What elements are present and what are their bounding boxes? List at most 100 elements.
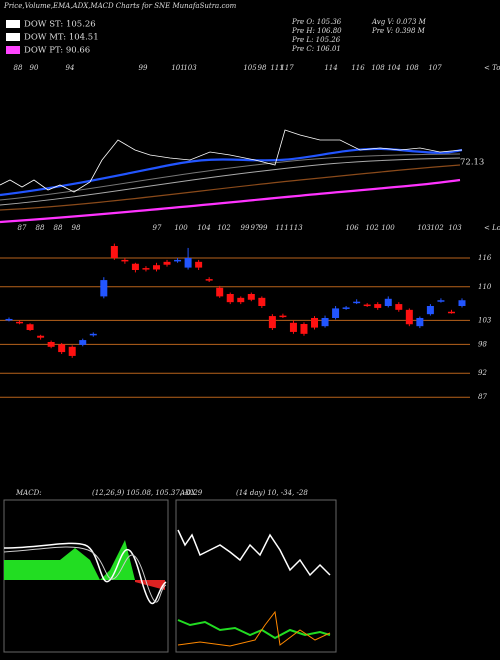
stat-label: Pre L: 105.26 bbox=[291, 36, 341, 44]
low-label: 99 bbox=[259, 224, 268, 232]
top-label: 94 bbox=[66, 64, 75, 72]
candle-body bbox=[68, 346, 76, 356]
lows-label: < Lows bbox=[484, 224, 500, 232]
low-label: 102 bbox=[217, 224, 231, 232]
top-label: 117 bbox=[280, 64, 294, 72]
legend-swatch bbox=[6, 46, 20, 54]
candle-body bbox=[321, 318, 329, 327]
candle-body bbox=[384, 298, 392, 306]
candle-body bbox=[5, 318, 13, 321]
low-label: 113 bbox=[289, 224, 303, 232]
chart-title: Price,Volume,EMA,ADX,MACD Charts for SNE… bbox=[3, 2, 237, 10]
top-label: 108 bbox=[371, 64, 385, 72]
candle-body bbox=[195, 261, 203, 268]
macd-histogram bbox=[4, 540, 135, 580]
macd-params: (12,26,9) 105.08, 105.37, -0.29 bbox=[92, 489, 203, 497]
top-label: 90 bbox=[30, 64, 39, 72]
y-tick-label: 98 bbox=[478, 340, 487, 348]
low-label: 111 bbox=[275, 224, 288, 232]
y-tick-label: 103 bbox=[478, 316, 492, 324]
candle-body bbox=[353, 301, 361, 304]
candle-body bbox=[237, 297, 245, 303]
candle-body bbox=[152, 265, 160, 270]
legend-swatch bbox=[6, 33, 20, 41]
candle-body bbox=[437, 300, 445, 302]
candle-body bbox=[426, 306, 434, 315]
candle-body bbox=[258, 297, 266, 306]
top-label: 103 bbox=[183, 64, 197, 72]
top-label: 104 bbox=[387, 64, 400, 72]
candle-body bbox=[268, 316, 276, 329]
candle-body bbox=[289, 322, 297, 332]
candle-body bbox=[247, 294, 255, 300]
candle-body bbox=[110, 246, 118, 258]
adx-label: ADX bbox=[179, 489, 197, 497]
minus-di-line bbox=[177, 610, 331, 647]
candle-body bbox=[226, 294, 234, 303]
low-label: 103 bbox=[448, 224, 462, 232]
candle-body bbox=[405, 309, 413, 325]
y-tick-label: 87 bbox=[478, 393, 487, 401]
y-tick-label: 110 bbox=[478, 283, 492, 291]
adx-panel bbox=[175, 499, 337, 653]
candle-body bbox=[37, 335, 45, 338]
top-label: 111 bbox=[270, 64, 283, 72]
ema-lines bbox=[0, 129, 463, 224]
adx-line bbox=[177, 529, 331, 577]
top-label: 88 bbox=[14, 64, 23, 72]
candle-body bbox=[300, 324, 308, 334]
macd-label: MACD: bbox=[15, 489, 42, 497]
low-label: 103 bbox=[417, 224, 431, 232]
candle-body bbox=[416, 318, 424, 327]
candle-body bbox=[395, 304, 403, 310]
top-label: 108 bbox=[405, 64, 419, 72]
legend-swatch bbox=[6, 20, 20, 28]
low-label: 104 bbox=[197, 224, 210, 232]
top-label: 105 bbox=[243, 64, 257, 72]
stat-label: Pre H: 106.80 bbox=[291, 27, 342, 35]
candle-body bbox=[89, 333, 97, 336]
stat-label: Pre C: 106.01 bbox=[291, 45, 341, 53]
low-label: 97 bbox=[251, 224, 260, 232]
stat-label: Pre O: 105.36 bbox=[291, 18, 342, 26]
candle-body bbox=[131, 263, 139, 270]
y-tick-label: 116 bbox=[478, 254, 492, 262]
y-tick-label: 92 bbox=[478, 369, 487, 377]
candle-body bbox=[121, 259, 129, 262]
low-label: 102 bbox=[430, 224, 444, 232]
candle-body bbox=[342, 307, 350, 309]
candle-body bbox=[216, 287, 224, 297]
low-label: 100 bbox=[381, 224, 395, 232]
low-label: 106 bbox=[345, 224, 359, 232]
adx-params: (14 day) 10, -34, -28 bbox=[236, 489, 308, 497]
low-label: 99 bbox=[241, 224, 250, 232]
legend-label: DOW ST: 105.26 bbox=[24, 20, 96, 30]
candle-body bbox=[79, 340, 87, 345]
top-label: 98 bbox=[258, 64, 267, 72]
candle-body bbox=[58, 344, 66, 353]
tops-label: < Tops bbox=[484, 64, 500, 72]
candle-body bbox=[447, 311, 455, 314]
candle-body bbox=[26, 324, 34, 330]
candle-body bbox=[205, 279, 213, 281]
candle-body bbox=[458, 300, 466, 306]
ema-value-label: 72.13 bbox=[460, 158, 484, 168]
legend-label: DOW PT: 90.66 bbox=[24, 46, 90, 56]
stat-label: Pre V: 0.398 M bbox=[371, 27, 426, 35]
signal-line bbox=[3, 546, 167, 603]
candle-body bbox=[174, 259, 182, 262]
stat-label: Avg V: 0.073 M bbox=[371, 18, 427, 26]
candle-body bbox=[311, 318, 319, 328]
candle-body bbox=[100, 280, 108, 297]
low-label: 98 bbox=[72, 224, 81, 232]
low-label: 102 bbox=[365, 224, 379, 232]
legend-label: DOW MT: 104.51 bbox=[24, 33, 99, 43]
low-label: 88 bbox=[54, 224, 63, 232]
candle-body bbox=[374, 304, 382, 308]
candle-body bbox=[332, 308, 340, 318]
low-label: 100 bbox=[174, 224, 188, 232]
top-label: 101 bbox=[171, 64, 184, 72]
macd-line bbox=[3, 542, 167, 605]
top-label: 114 bbox=[324, 64, 337, 72]
